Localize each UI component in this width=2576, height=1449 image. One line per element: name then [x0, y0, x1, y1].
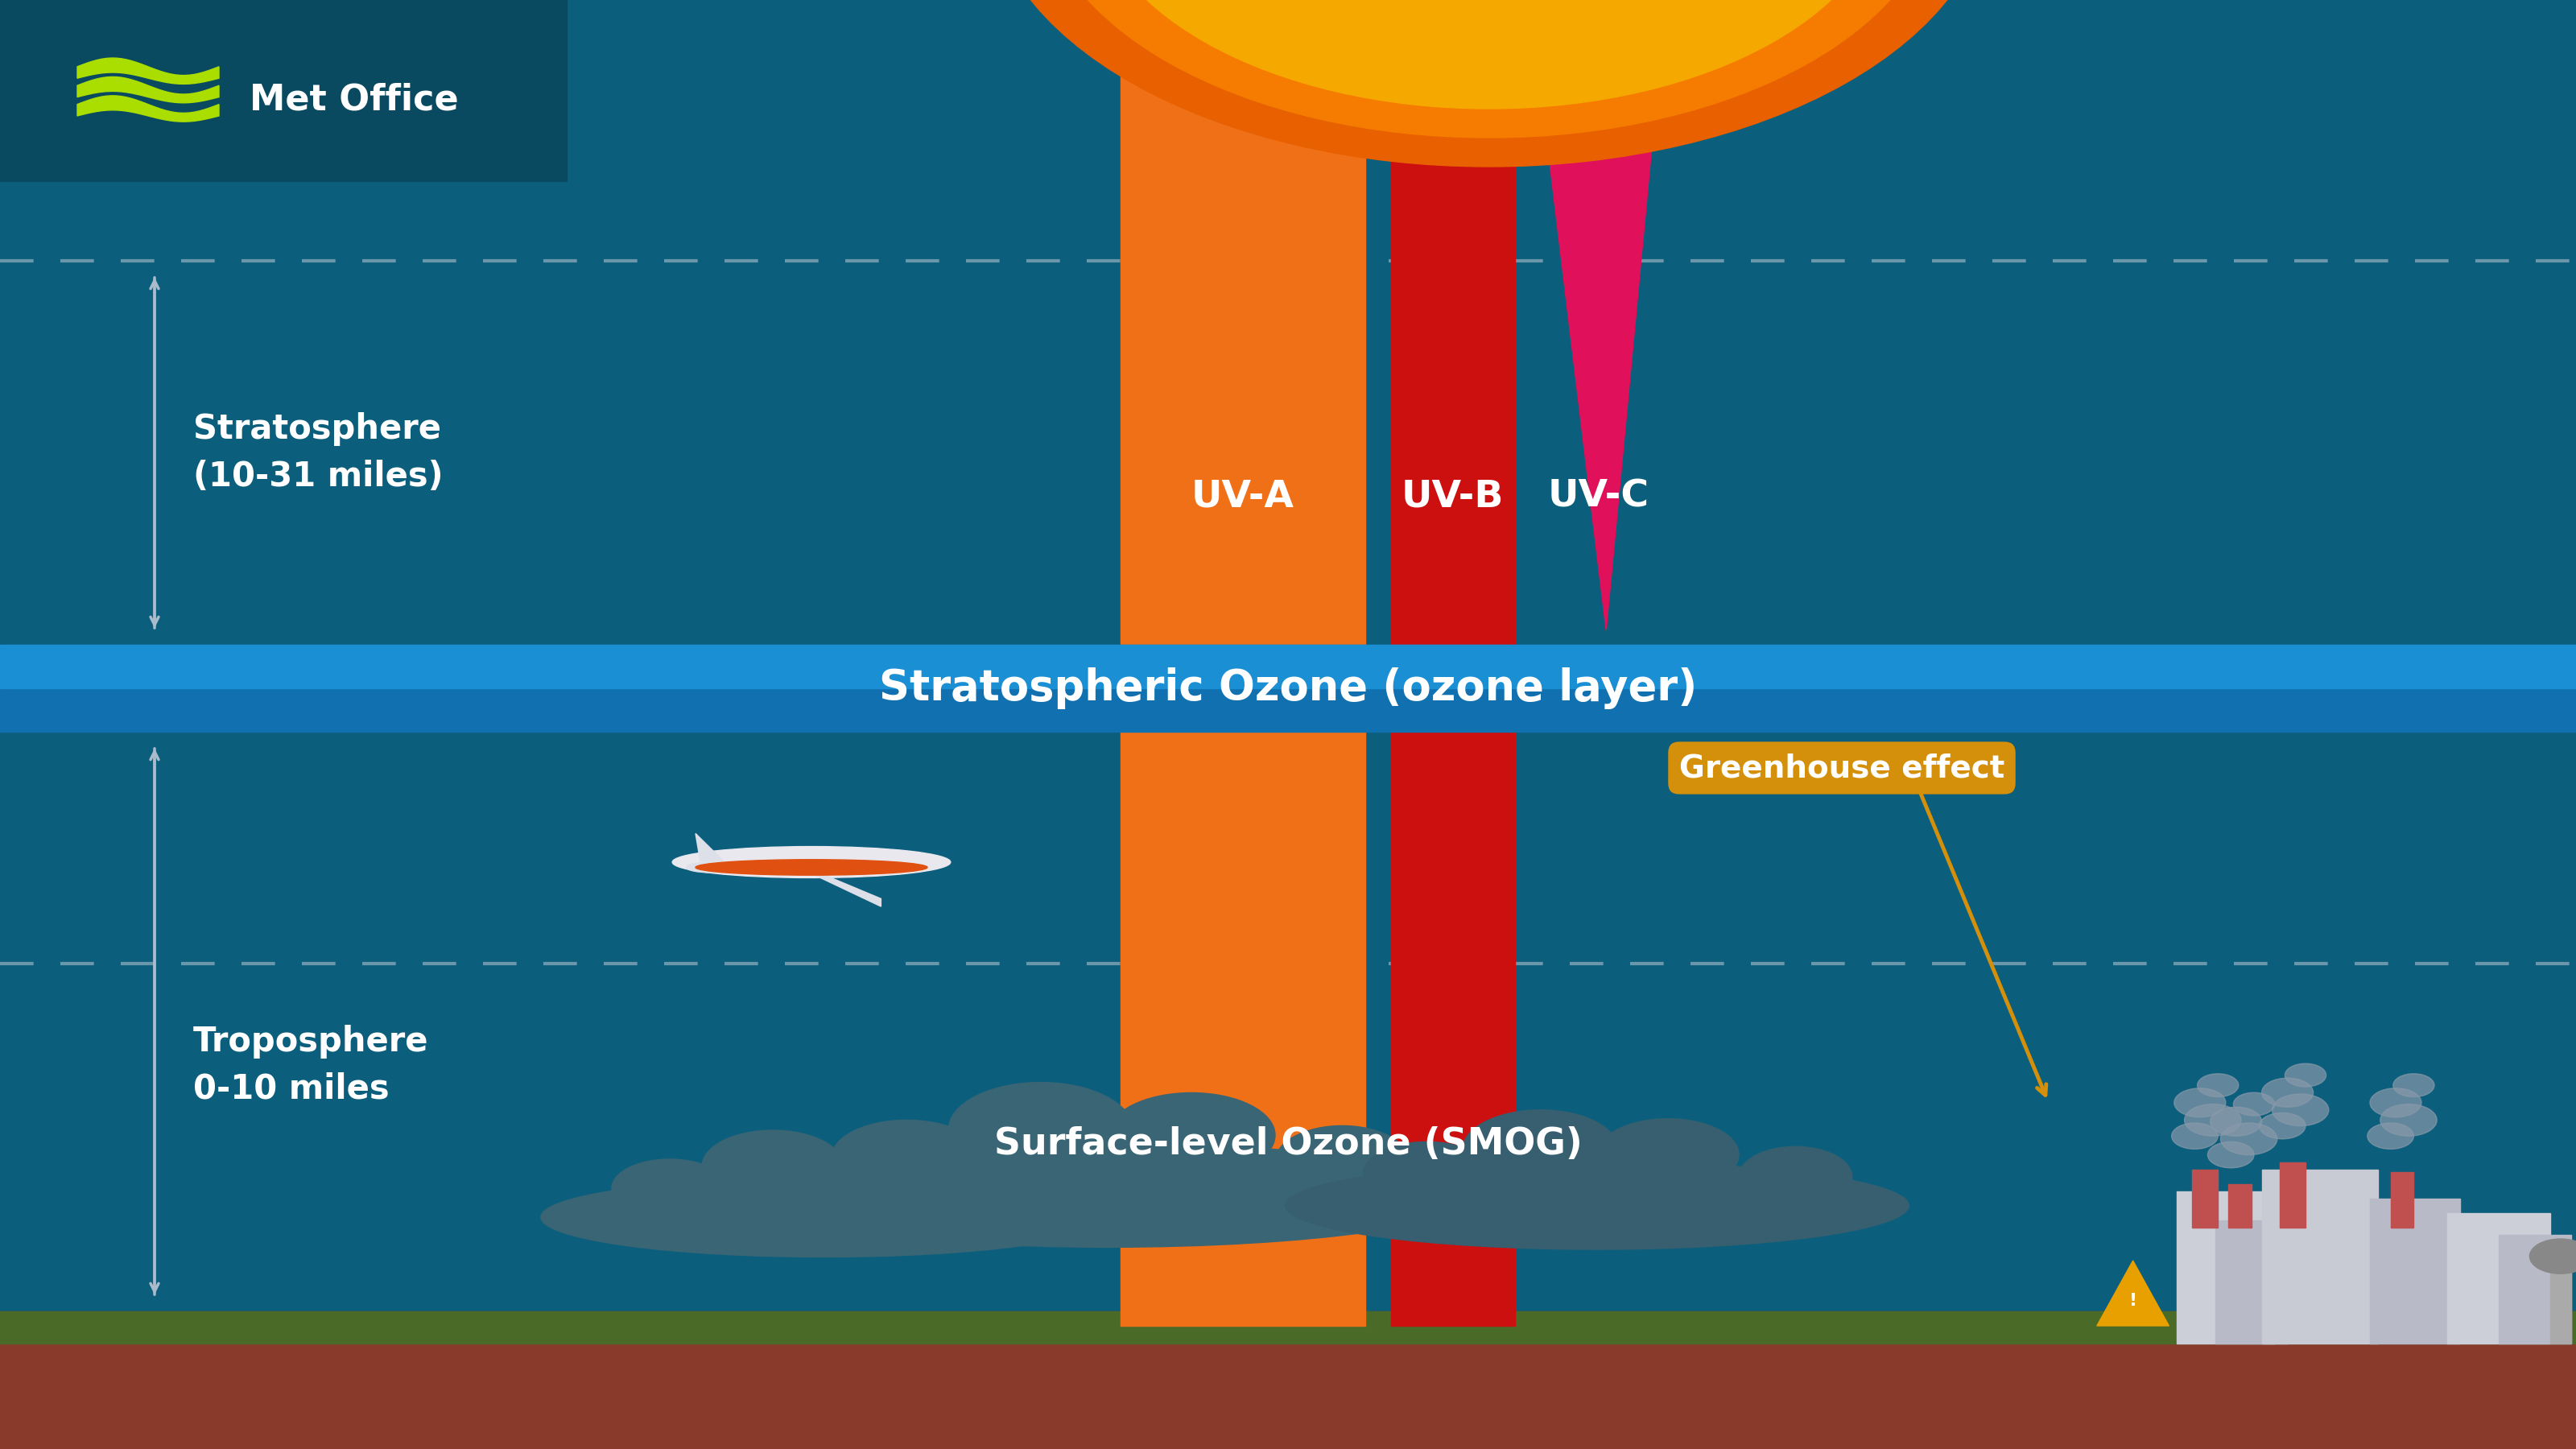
Bar: [0, 1311, 2576, 1449]
Circle shape: [2262, 1078, 2313, 1107]
Circle shape: [987, 0, 1991, 167]
Polygon shape: [1535, 43, 1662, 630]
Text: Met Office: Met Office: [250, 83, 459, 117]
Text: UV-C: UV-C: [1548, 478, 1649, 514]
Ellipse shape: [701, 1130, 845, 1203]
Polygon shape: [696, 833, 724, 861]
Text: UV-B: UV-B: [1401, 478, 1504, 514]
Circle shape: [2259, 1113, 2306, 1139]
Text: Troposphere
0-10 miles: Troposphere 0-10 miles: [193, 1024, 428, 1106]
Text: Greenhouse effect: Greenhouse effect: [1680, 752, 2004, 784]
Bar: [1391, 732, 1515, 1326]
Ellipse shape: [1463, 1110, 1618, 1190]
Bar: [0, 0, 567, 181]
Circle shape: [2210, 1107, 2262, 1136]
Circle shape: [2233, 1093, 2275, 1116]
Bar: [2215, 1220, 2287, 1343]
Ellipse shape: [1275, 1126, 1409, 1197]
Text: Stratosphere
(10-31 miles): Stratosphere (10-31 miles): [193, 413, 443, 493]
Bar: [2391, 1172, 2414, 1227]
Ellipse shape: [685, 862, 737, 872]
Circle shape: [2272, 1094, 2329, 1126]
Ellipse shape: [739, 1143, 1476, 1248]
Ellipse shape: [696, 859, 927, 875]
Ellipse shape: [824, 1139, 953, 1203]
Bar: [0, 645, 2576, 732]
Ellipse shape: [1285, 1162, 1909, 1249]
Ellipse shape: [953, 1164, 1056, 1219]
Ellipse shape: [1739, 1146, 1852, 1207]
Bar: [2447, 1213, 2550, 1343]
Text: UV-A: UV-A: [1193, 478, 1296, 514]
Bar: [2370, 1198, 2460, 1343]
Circle shape: [2393, 1074, 2434, 1097]
Bar: [0, 1311, 2576, 1343]
Bar: [0, 645, 2576, 688]
Polygon shape: [77, 77, 219, 103]
Polygon shape: [77, 58, 219, 84]
Circle shape: [1090, 0, 1888, 109]
Bar: [2550, 1256, 2571, 1343]
Bar: [2228, 1184, 2251, 1227]
Circle shape: [2197, 1074, 2239, 1097]
Ellipse shape: [541, 1177, 1108, 1256]
Circle shape: [2172, 1123, 2218, 1149]
Circle shape: [2221, 1123, 2277, 1155]
Ellipse shape: [832, 1120, 981, 1195]
Circle shape: [2530, 1239, 2576, 1274]
Bar: [2177, 1191, 2275, 1343]
Bar: [2499, 1235, 2571, 1343]
Circle shape: [2380, 1104, 2437, 1136]
Bar: [2262, 1169, 2378, 1343]
Circle shape: [2285, 1064, 2326, 1087]
Circle shape: [2370, 1088, 2421, 1117]
Text: Surface-level Ozone (SMOG): Surface-level Ozone (SMOG): [994, 1127, 1582, 1162]
Circle shape: [2367, 1123, 2414, 1149]
Text: Stratospheric Ozone (ozone layer): Stratospheric Ozone (ozone layer): [878, 668, 1698, 709]
Bar: [1121, 732, 1365, 1326]
Ellipse shape: [1108, 1093, 1275, 1178]
Polygon shape: [2097, 1261, 2169, 1326]
Ellipse shape: [672, 846, 951, 878]
Ellipse shape: [1363, 1142, 1492, 1206]
Bar: [2192, 1169, 2218, 1227]
Polygon shape: [77, 96, 219, 122]
Circle shape: [2174, 1088, 2226, 1117]
Circle shape: [2184, 1104, 2241, 1136]
Ellipse shape: [613, 1159, 729, 1217]
Circle shape: [1038, 0, 1940, 138]
Circle shape: [2208, 1142, 2254, 1168]
Bar: [1121, 0, 1365, 645]
Ellipse shape: [1597, 1119, 1739, 1191]
Polygon shape: [793, 865, 881, 907]
Text: !: !: [2128, 1293, 2138, 1308]
Bar: [2280, 1162, 2306, 1227]
Bar: [1391, 0, 1515, 645]
Ellipse shape: [948, 1082, 1133, 1177]
